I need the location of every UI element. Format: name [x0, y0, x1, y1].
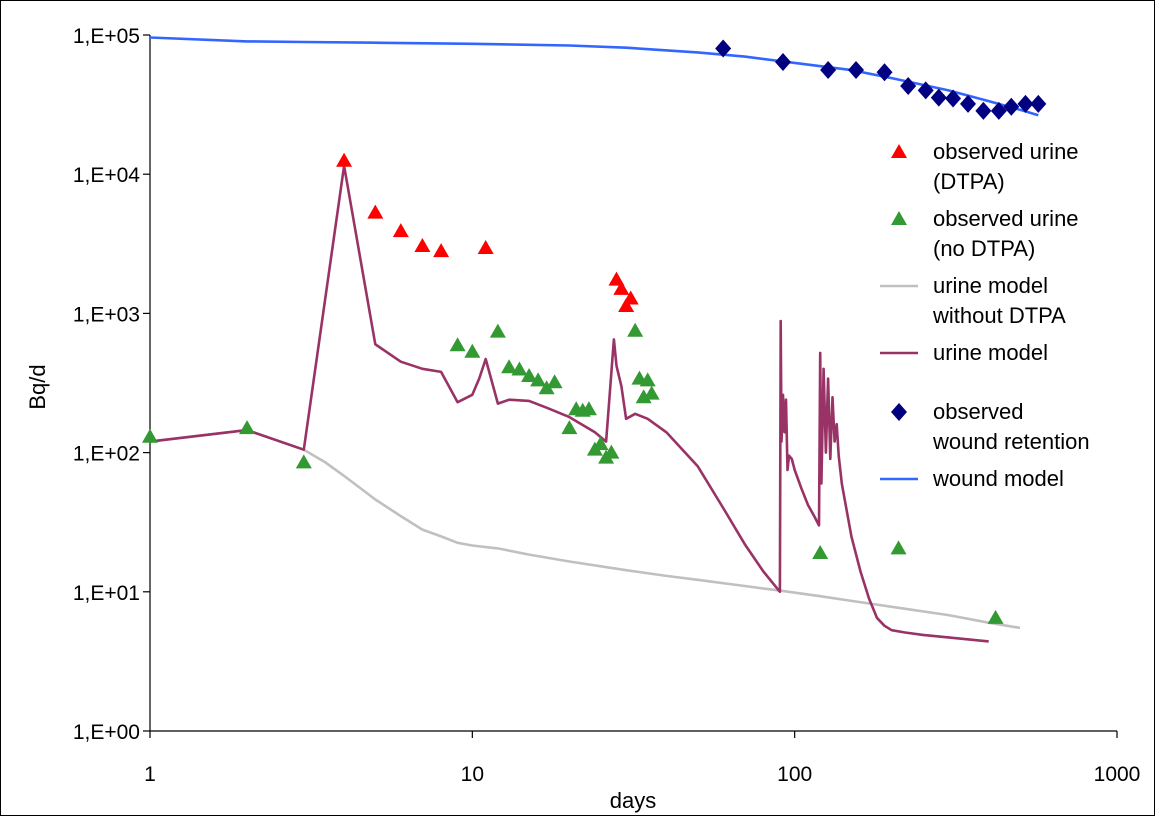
x-tick-label: 1000	[1094, 763, 1141, 786]
observed-urine-no-dtpa-point	[987, 609, 1004, 624]
x-ticks: 1 10 100 1000	[144, 731, 1140, 786]
observed-urine-dtpa-point	[433, 243, 450, 258]
observed-wound-retention-point	[945, 89, 962, 108]
legend-label: observed	[933, 399, 1024, 424]
legend-label: urine model	[933, 273, 1048, 298]
series-observed-wound-retention	[715, 39, 1047, 120]
observed-wound-retention-point	[917, 81, 934, 100]
observed-wound-retention-point	[1030, 94, 1047, 113]
observed-urine-dtpa-point	[336, 152, 353, 167]
legend-label: observed urine	[933, 139, 1079, 164]
legend-label: urine model	[933, 340, 1048, 365]
observed-wound-retention-point	[1017, 94, 1034, 113]
legend: observed urine (DTPA) observed urine (no DT…	[880, 139, 1090, 491]
legend-label: (DTPA)	[933, 169, 1005, 194]
series-urine-model-without-dtpa	[149, 428, 1021, 630]
observed-urine-no-dtpa-point	[890, 540, 907, 555]
observed-urine-no-dtpa-point	[464, 343, 481, 358]
observed-urine-no-dtpa-point	[521, 368, 538, 383]
legend-key-marker	[891, 211, 907, 225]
x-axis-title: days	[610, 788, 656, 813]
observed-urine-no-dtpa-point	[627, 322, 644, 337]
y-axis-title: Bq/d	[25, 364, 50, 409]
legend-label: observed urine	[933, 206, 1079, 231]
series-observed-urine-no-dtpa	[142, 322, 1004, 624]
legend-key-marker	[891, 144, 907, 158]
series-urine-model	[149, 164, 989, 643]
observed-wound-retention-point	[990, 101, 1007, 120]
observed-urine-dtpa-point	[608, 271, 625, 286]
observed-urine-dtpa-point	[613, 280, 630, 295]
observed-urine-no-dtpa-point	[592, 436, 609, 451]
observed-wound-retention-point	[774, 52, 791, 71]
x-tick-label: 100	[777, 763, 812, 786]
observed-wound-retention-point	[1003, 97, 1020, 116]
urine-model-line	[149, 164, 989, 643]
observed-urine-no-dtpa-point	[603, 444, 620, 459]
observed-urine-dtpa-point	[367, 204, 384, 219]
y-tick-label: 1,E+03	[73, 303, 140, 326]
axes	[149, 35, 1117, 732]
observed-urine-dtpa-point	[618, 298, 635, 313]
observed-wound-retention-point	[876, 63, 893, 82]
observed-urine-no-dtpa-point	[449, 337, 466, 352]
legend-item-urine-model-without-dtpa: urine model without DTPA	[880, 273, 1066, 328]
y-tick-label: 1,E+05	[73, 25, 140, 48]
observed-urine-no-dtpa-point	[530, 372, 547, 387]
observed-urine-dtpa-point	[414, 237, 431, 252]
observed-urine-no-dtpa-point	[643, 385, 660, 400]
observed-urine-no-dtpa-point	[295, 454, 312, 469]
observed-wound-retention-point	[848, 61, 865, 80]
x-tick-label: 1	[144, 763, 156, 786]
legend-label: (no DTPA)	[933, 236, 1035, 261]
legend-label: wound retention	[932, 429, 1090, 454]
observed-wound-retention-point	[900, 77, 917, 96]
observed-urine-no-dtpa-point	[538, 380, 555, 395]
y-tick-label: 1,E+00	[73, 721, 140, 744]
observed-wound-retention-point	[930, 88, 947, 107]
legend-item-urine-model: urine model	[880, 340, 1048, 365]
y-ticks: 1,E+00 1,E+01 1,E+02 1,E+03 1,E+04 1,E+05	[73, 25, 150, 744]
observed-wound-retention-point	[960, 94, 977, 113]
series-observed-urine-dtpa	[336, 152, 639, 313]
observed-urine-dtpa-point	[392, 223, 409, 238]
legend-item-observed-urine-no-dtpa: observed urine (no DTPA)	[891, 206, 1079, 261]
observed-wound-retention-point	[715, 39, 732, 58]
urine-model-without-dtpa-line	[149, 428, 1021, 630]
observed-urine-no-dtpa-point	[489, 323, 506, 338]
legend-item-observed-wound-retention: observed wound retention	[891, 399, 1090, 454]
wound-model-line	[149, 36, 1039, 117]
legend-label: wound model	[932, 466, 1064, 491]
observed-urine-no-dtpa-point	[561, 420, 578, 435]
observed-urine-no-dtpa-point	[501, 359, 518, 374]
y-tick-label: 1,E+01	[73, 582, 140, 605]
series	[142, 36, 1047, 643]
observed-urine-dtpa-point	[622, 290, 639, 305]
y-tick-label: 1,E+02	[73, 443, 140, 466]
series-wound-model	[149, 36, 1039, 117]
observed-urine-no-dtpa-point	[639, 372, 656, 387]
legend-label: without DTPA	[932, 303, 1066, 328]
observed-urine-dtpa-point	[477, 240, 494, 255]
observed-wound-retention-point	[975, 101, 992, 120]
observed-urine-no-dtpa-point	[239, 420, 256, 435]
observed-urine-no-dtpa-point	[812, 544, 829, 559]
observed-urine-no-dtpa-point	[511, 361, 528, 376]
legend-key-marker	[891, 403, 907, 421]
observed-wound-retention-point	[820, 61, 837, 80]
observed-urine-no-dtpa-point	[635, 389, 652, 404]
legend-item-observed-urine-dtpa: observed urine (DTPA)	[891, 139, 1079, 194]
legend-item-wound-model: wound model	[880, 466, 1064, 491]
x-tick-label: 10	[461, 763, 484, 786]
observed-urine-no-dtpa-point	[142, 428, 158, 443]
observed-urine-no-dtpa-point	[546, 374, 563, 389]
y-tick-label: 1,E+04	[73, 164, 140, 187]
observed-urine-no-dtpa-point	[580, 401, 597, 416]
